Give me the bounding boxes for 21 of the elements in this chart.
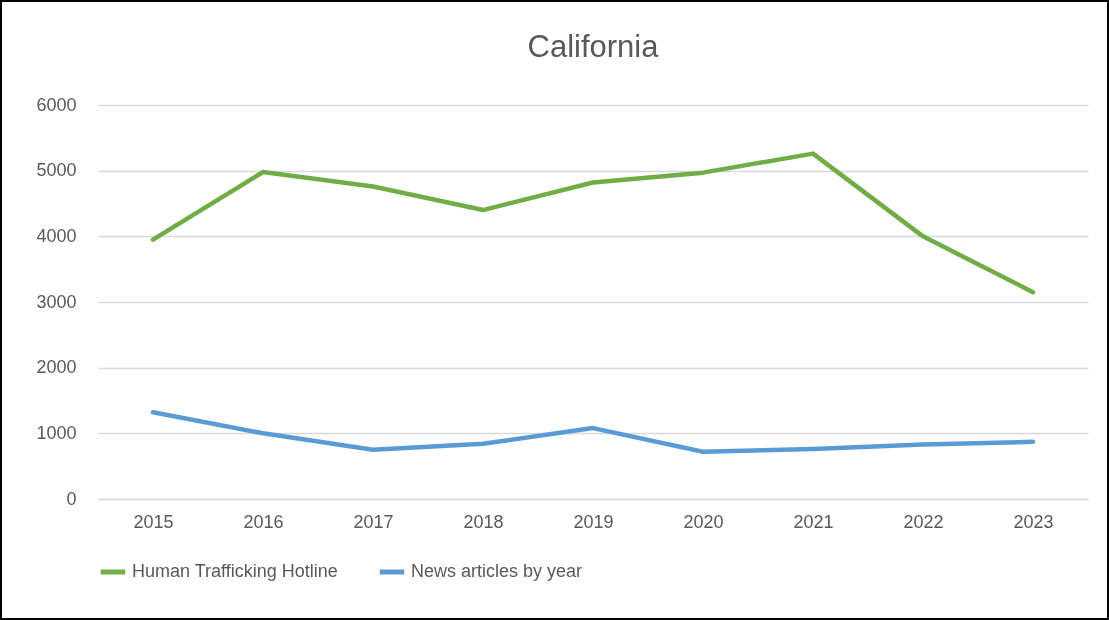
y-tick-label: 6000 [36, 94, 77, 115]
x-tick-label: 2020 [683, 511, 724, 532]
x-tick-label: 2022 [903, 511, 944, 532]
chart-title: California [527, 29, 660, 64]
y-tick-label: 2000 [36, 357, 77, 378]
x-tick-label: 2015 [133, 511, 174, 532]
y-tick-label: 3000 [36, 291, 77, 312]
legend-label: Human Trafficking Hotline [132, 561, 338, 581]
x-tick-label: 2019 [573, 511, 614, 532]
x-tick-label: 2018 [463, 511, 504, 532]
line-series [150, 151, 1036, 295]
x-tick-label: 2017 [353, 511, 394, 532]
legend-label: News articles by year [411, 561, 583, 581]
y-tick-label: 1000 [36, 422, 77, 443]
y-tick-label: 5000 [36, 160, 77, 181]
y-tick-label: 0 [66, 488, 77, 509]
x-tick-label: 2021 [793, 511, 834, 532]
x-tick-label: 2016 [243, 511, 284, 532]
x-tick-label: 2023 [1013, 511, 1054, 532]
line-series [150, 410, 1036, 454]
y-tick-label: 4000 [36, 225, 77, 246]
